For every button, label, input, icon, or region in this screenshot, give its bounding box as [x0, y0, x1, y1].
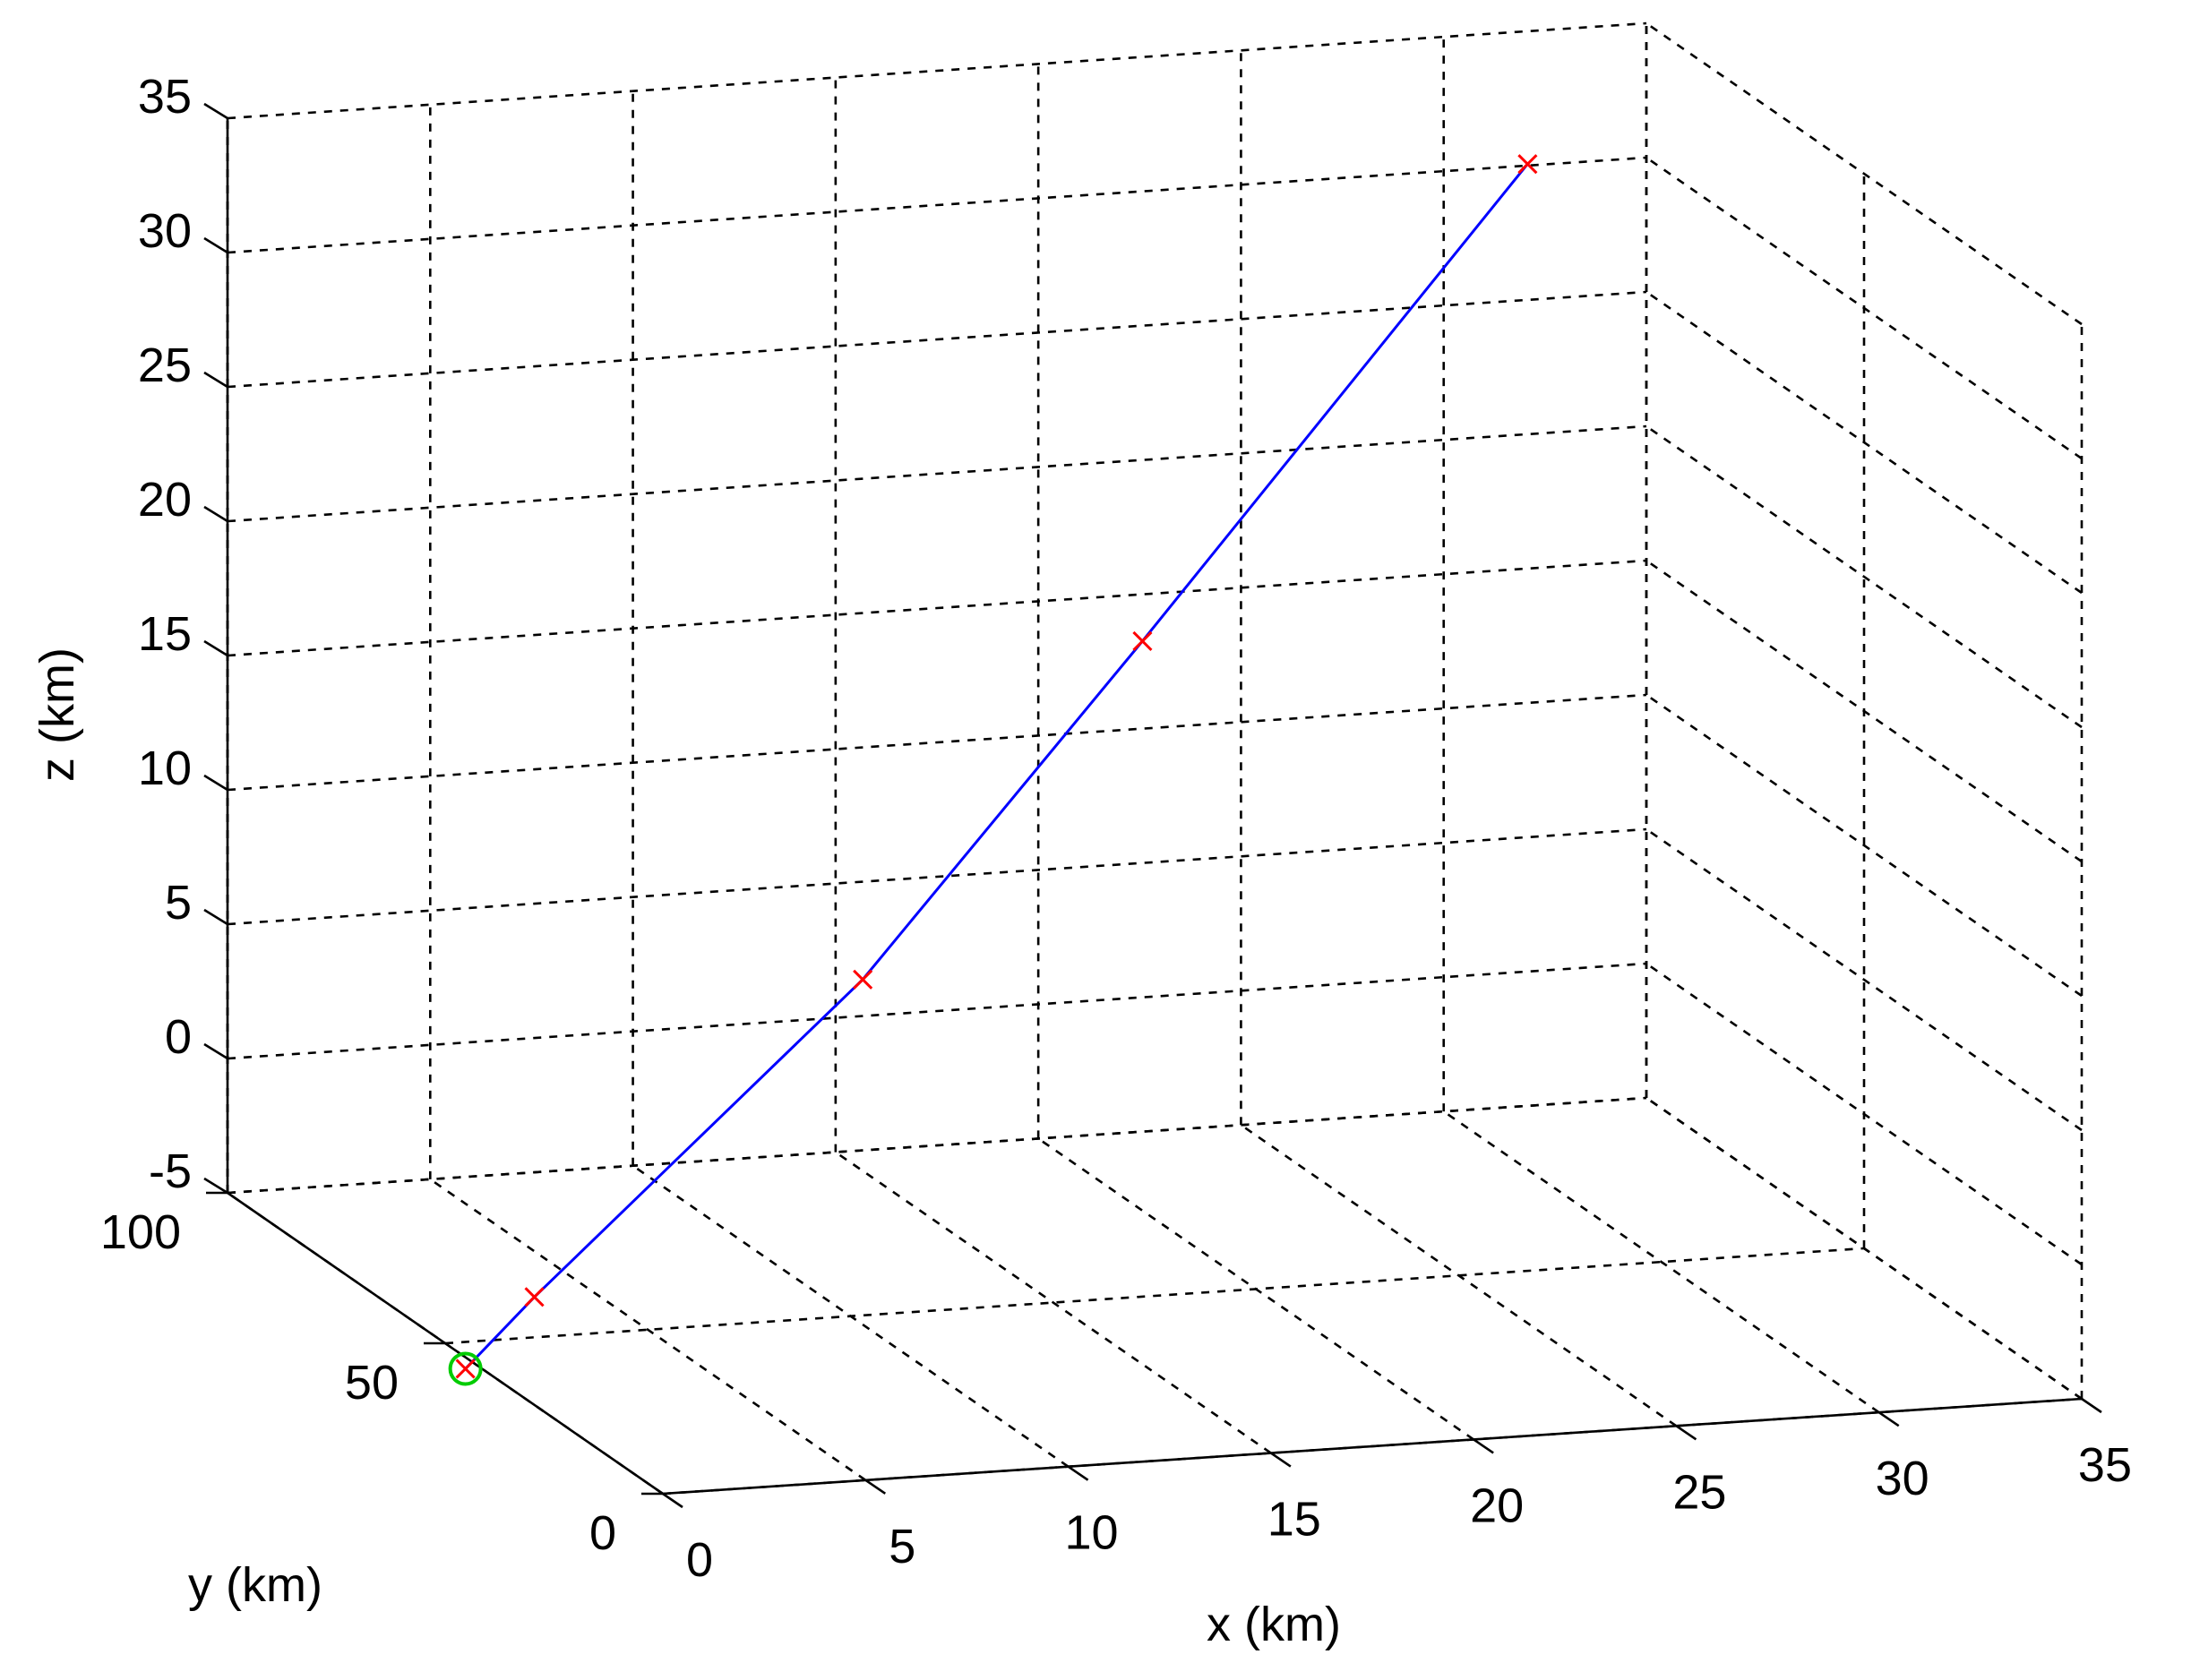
y-tick-label: 100 — [100, 1205, 181, 1259]
y-tick-label: 50 — [345, 1356, 399, 1410]
start-point-marker — [448, 1351, 483, 1386]
data-point-marker — [455, 1359, 476, 1379]
z-tick-mark — [203, 1177, 228, 1195]
x-marker-stroke — [1132, 630, 1153, 651]
x-tick-label: 30 — [1876, 1452, 1929, 1505]
grid-line-back-z — [227, 424, 1647, 523]
grid-line-back-z — [227, 559, 1647, 657]
x-axis-line — [662, 1397, 2083, 1496]
x-axis-label: x (km) — [1207, 1598, 1341, 1651]
series-line — [464, 163, 1529, 1370]
x-marker-stroke — [853, 969, 873, 990]
x-tick-label: 35 — [2078, 1438, 2132, 1492]
x-tick-mark — [1473, 1438, 1494, 1454]
z-tick-label: 30 — [138, 204, 192, 258]
x-marker-stroke — [455, 1359, 476, 1379]
data-point-marker — [853, 969, 873, 990]
x-tick-label: 20 — [1470, 1479, 1524, 1532]
y-tick-label: 0 — [589, 1506, 616, 1560]
x-tick-mark — [1877, 1411, 1900, 1427]
grid-line-floor-x — [1442, 1110, 1880, 1414]
z-axis-label: z (km) — [30, 647, 84, 782]
x-tick-mark — [864, 1479, 887, 1495]
grid-line-side-z — [1645, 693, 2083, 998]
data-point-marker — [1517, 154, 1538, 175]
z-tick-mark — [203, 236, 228, 254]
grid-line-floor-x — [835, 1151, 1272, 1454]
z-tick-label: 15 — [138, 607, 192, 661]
z-tick-label: 25 — [138, 339, 192, 392]
grid-line-side-z — [1645, 21, 2083, 326]
grid-line-floor-y — [227, 1096, 1647, 1195]
z-tick-mark — [203, 639, 228, 657]
x-tick-label: 10 — [1064, 1506, 1118, 1560]
x-tick-mark — [1067, 1465, 1089, 1481]
grid-layer — [226, 21, 2084, 1496]
axis-labels: x (km) y (km) z (km) — [30, 647, 1341, 1651]
z-tick-mark — [203, 774, 228, 792]
x-tick-mark — [662, 1492, 683, 1509]
z-tick-mark — [203, 371, 228, 389]
grid-line-back-z — [227, 827, 1647, 926]
x-tick-label: 15 — [1267, 1493, 1321, 1547]
grid-line-side-z — [1645, 156, 2083, 460]
z-tick-label: 0 — [165, 1010, 192, 1064]
grid-line-back-z — [227, 21, 1647, 120]
z-tick-label: -5 — [149, 1144, 192, 1198]
grid-line-back-z — [227, 693, 1647, 792]
x-tick-label: 25 — [1672, 1465, 1726, 1519]
grid-line-side-z — [1645, 424, 2083, 729]
x-tick-mark — [1675, 1425, 1697, 1441]
grid-line-back-z — [227, 962, 1647, 1060]
grid-line-back-z — [227, 156, 1647, 254]
y-axis-label: y (km) — [188, 1558, 322, 1612]
grid-line-floor-x — [429, 1178, 867, 1481]
grid-line-back-z — [227, 290, 1647, 389]
axes-layer — [226, 118, 2083, 1496]
z-tick-mark — [203, 908, 228, 926]
x-tick-label: 0 — [686, 1533, 713, 1587]
grid-line-side-z — [1645, 962, 2083, 1266]
x-marker-stroke — [1517, 154, 1538, 175]
data-point-marker — [524, 1287, 545, 1307]
grid-line-side-z — [1645, 827, 2083, 1132]
z-tick-label: 35 — [138, 70, 192, 124]
z-tick-label: 20 — [138, 473, 192, 527]
grid-line-side-z — [1645, 559, 2083, 863]
x-tick-label: 5 — [889, 1520, 915, 1573]
series-layer — [448, 154, 1538, 1386]
x-tick-mark — [1270, 1452, 1292, 1468]
data-point-marker — [1132, 630, 1153, 651]
grid-line-side-z — [1645, 290, 2083, 595]
x-marker-stroke — [524, 1287, 545, 1307]
grid-line-floor-y — [444, 1247, 1865, 1345]
z-tick-mark — [203, 505, 228, 523]
grid-line-floor-x — [1240, 1124, 1678, 1427]
z-tick-mark — [203, 102, 228, 120]
z-tick-mark — [203, 1042, 228, 1060]
tick-layer: 0 5 10 15 20 25 30 35 0 50 100 -5 0 5 10 15 20 25 30 35 — [100, 70, 2132, 1587]
z-tick-label: 5 — [165, 876, 192, 930]
z-tick-label: 10 — [138, 741, 192, 795]
x-tick-mark — [2081, 1397, 2102, 1414]
